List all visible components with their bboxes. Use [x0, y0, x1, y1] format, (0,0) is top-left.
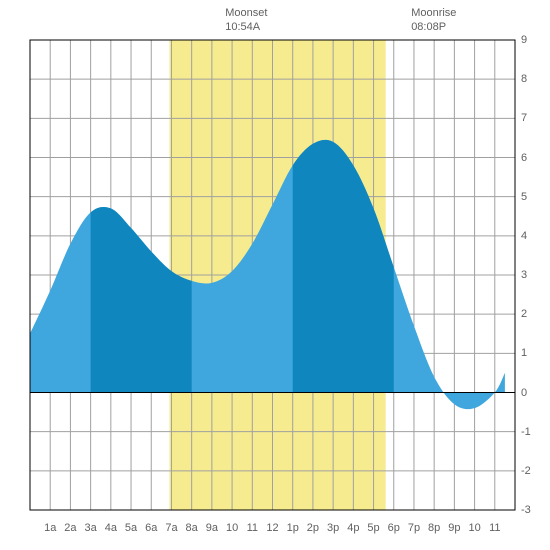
- x-tick-label: 2a: [64, 522, 76, 534]
- annotation-time: 08:08P: [411, 20, 456, 34]
- plot-area: [0, 0, 550, 550]
- moon-annotation: Moonrise08:08P: [411, 6, 456, 35]
- y-tick-label: -1: [521, 426, 531, 438]
- y-tick-label: -2: [521, 465, 531, 477]
- x-tick-label: 11: [489, 522, 500, 534]
- x-tick-label: 5a: [125, 522, 137, 534]
- y-tick-label: -3: [521, 504, 531, 516]
- y-tick-label: 2: [521, 308, 527, 320]
- annotation-time: 10:54A: [225, 20, 267, 34]
- y-tick-label: 5: [521, 191, 527, 203]
- x-tick-label: 9a: [206, 522, 218, 534]
- x-tick-label: 8p: [428, 522, 440, 534]
- moon-annotation: Moonset10:54A: [225, 6, 267, 35]
- x-tick-label: 9p: [448, 522, 460, 534]
- x-tick-label: 4a: [105, 522, 117, 534]
- annotation-title: Moonset: [225, 6, 267, 20]
- x-tick-label: 1a: [44, 522, 56, 534]
- x-tick-label: 5p: [367, 522, 379, 534]
- x-tick-label: 12: [266, 522, 278, 534]
- y-tick-label: 7: [521, 112, 527, 124]
- x-tick-label: 7a: [165, 522, 177, 534]
- x-tick-label: 8a: [186, 522, 198, 534]
- x-tick-label: 1p: [287, 522, 299, 534]
- x-tick-label: 6a: [145, 522, 157, 534]
- x-tick-label: 11: [247, 522, 258, 534]
- x-tick-label: 3a: [85, 522, 97, 534]
- y-tick-label: 4: [521, 230, 527, 242]
- y-tick-label: 3: [521, 269, 527, 281]
- tide-chart: Moonset10:54AMoonrise08:08P -3-2-1012345…: [0, 0, 550, 550]
- x-tick-label: 7p: [408, 522, 420, 534]
- x-tick-label: 10: [468, 522, 480, 534]
- y-tick-label: 8: [521, 73, 527, 85]
- y-tick-label: 1: [521, 347, 527, 359]
- y-tick-label: 6: [521, 152, 527, 164]
- x-tick-label: 2p: [307, 522, 319, 534]
- x-tick-label: 3p: [327, 522, 339, 534]
- annotation-title: Moonrise: [411, 6, 456, 20]
- x-tick-label: 10: [226, 522, 238, 534]
- x-tick-label: 6p: [388, 522, 400, 534]
- y-tick-label: 9: [521, 34, 527, 46]
- y-tick-label: 0: [521, 387, 527, 399]
- x-tick-label: 4p: [347, 522, 359, 534]
